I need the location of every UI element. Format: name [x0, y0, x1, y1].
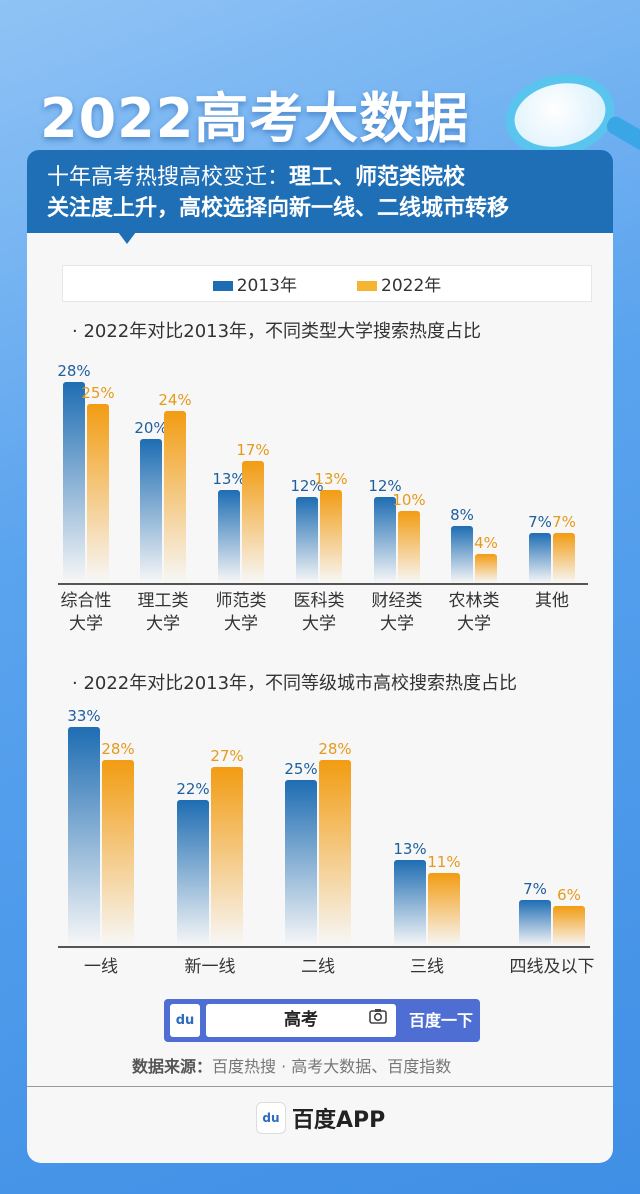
bar-2022 [102, 760, 134, 946]
bar-2013 [218, 489, 240, 583]
bar-2022 [164, 410, 186, 583]
category-label: 理工类 大学 [137, 591, 189, 634]
category-label: 师范类 大学 [215, 591, 267, 634]
bar-2022 [320, 489, 342, 583]
bar-2013 [68, 726, 100, 946]
data-label-2022: 7% [552, 512, 576, 531]
page-title: 2022高考大数据 [40, 87, 470, 150]
legend: 2013年 2022年 [62, 265, 592, 302]
data-source: 数据来源：百度热搜 · 高考大数据、百度指数 [132, 1057, 452, 1076]
data-label-2022: 13% [314, 469, 348, 488]
header-notch [118, 232, 136, 244]
data-label-2022: 11% [427, 852, 461, 871]
category-label: 新一线 [184, 957, 236, 977]
magnifier-handle [603, 113, 640, 155]
bar-2013 [529, 532, 551, 583]
data-label-2013: 13% [393, 839, 427, 858]
data-label-2022: 28% [318, 740, 352, 759]
bar-2022 [553, 532, 575, 583]
search-button[interactable]: 百度一下 [408, 1011, 473, 1030]
bar-2013 [177, 799, 209, 946]
bar-2013 [519, 899, 551, 946]
bar-2022 [428, 872, 460, 946]
header-line2: 关注度上升，高校选择向新一线、二线城市转移 [47, 196, 510, 221]
data-label-2013: 7% [528, 512, 552, 531]
data-label-2013: 22% [176, 779, 210, 798]
data-label-2013: 20% [134, 419, 168, 438]
chart1-title: · 2022年对比2013年，不同类型大学搜索热度占比 [72, 321, 482, 342]
search-bar: du 高考 百度一下 [164, 999, 480, 1042]
legend-item-2013: 2013年 [212, 271, 297, 296]
search-input[interactable]: 高考 [206, 1004, 396, 1037]
bar-2013 [374, 496, 396, 583]
bar-2022 [242, 460, 264, 583]
category-label: 四线及以下 [509, 957, 595, 977]
bar-2013 [140, 439, 162, 583]
bar-2022 [211, 766, 243, 946]
data-label-2013: 12% [368, 476, 402, 495]
data-label-2022: 4% [474, 534, 498, 553]
bar-2013 [296, 496, 318, 583]
header-line1: 十年高考热搜高校变迁： [47, 165, 290, 190]
header-banner: 十年高考热搜高校变迁：理工、师范类院校 关注度上升，高校选择向新一线、二线城市转… [27, 150, 613, 233]
chart2-x-axis [58, 946, 590, 948]
bar-2022 [475, 554, 497, 583]
bar-2022 [319, 760, 351, 946]
data-label-2022: 17% [236, 440, 270, 459]
category-label: 其他 [535, 591, 569, 611]
data-label-2022: 27% [210, 746, 244, 765]
data-label-2013: 33% [67, 706, 101, 725]
data-label-2013: 12% [290, 476, 324, 495]
data-label-2013: 28% [57, 361, 91, 380]
data-label-2013: 7% [523, 879, 547, 898]
data-label-2022: 6% [557, 886, 581, 905]
data-label-2013: 25% [284, 760, 318, 778]
bar-2013 [451, 525, 473, 583]
bar-2013 [394, 859, 426, 946]
category-label: 二线 [301, 957, 335, 977]
baidu-logo-icon: du [170, 1004, 200, 1037]
category-label: 医科类 大学 [293, 591, 345, 634]
data-label-2022: 25% [81, 383, 115, 402]
camera-icon[interactable] [369, 1008, 387, 1028]
data-label-2022: 24% [158, 390, 192, 409]
divider [27, 1086, 613, 1087]
category-label: 一线 [84, 957, 118, 977]
legend-item-2022: 2022年 [357, 271, 441, 296]
category-label: 农林类 大学 [448, 591, 500, 634]
baidu-paw-icon: du [256, 1102, 286, 1134]
category-label: 综合性 大学 [60, 591, 112, 634]
baidu-app-brand: du 百度APP [256, 1102, 385, 1134]
data-label-2013: 13% [212, 469, 246, 488]
bar-2013 [285, 780, 317, 946]
chart1-x-axis [58, 583, 588, 585]
data-label-2013: 8% [450, 505, 474, 524]
bar-2022 [398, 511, 420, 583]
category-label: 三线 [410, 957, 444, 977]
category-label: 财经类 大学 [371, 591, 423, 634]
header-line1-bold: 理工、师范类院校 [289, 165, 466, 190]
chart2-title: · 2022年对比2013年，不同等级城市高校搜索热度占比 [72, 673, 518, 694]
data-label-2022: 28% [101, 740, 135, 759]
data-label-2022: 10% [392, 491, 426, 510]
bar-2013 [63, 381, 85, 583]
bar-2022 [87, 403, 109, 583]
bar-2022 [553, 906, 585, 946]
